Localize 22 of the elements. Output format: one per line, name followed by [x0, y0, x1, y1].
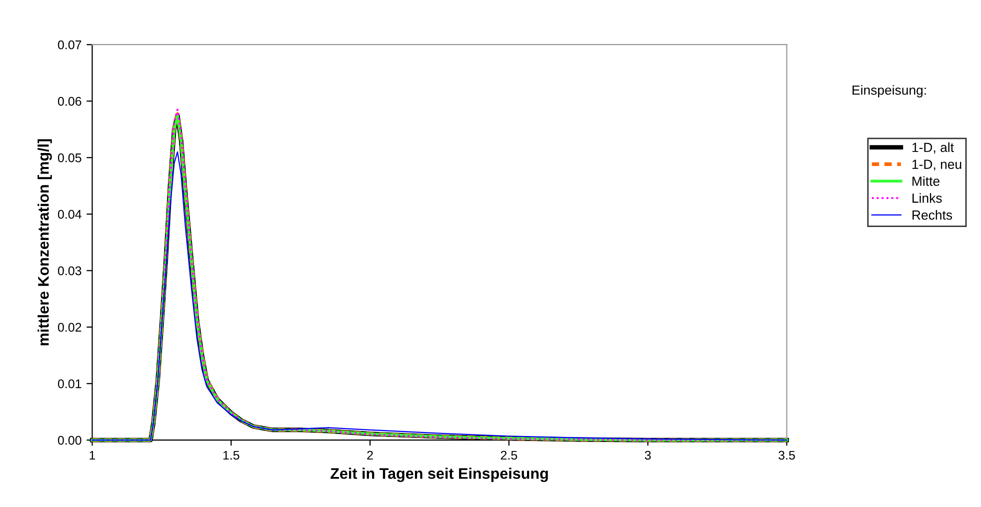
y-tick-label: 0.07 — [58, 40, 82, 50]
legend-label: Links — [912, 193, 942, 203]
y-tick-label: 0.06 — [58, 96, 82, 106]
legend-label: Rechts — [912, 210, 952, 220]
legend-label: 1-D, alt — [912, 142, 954, 154]
legend-label: 1-D, neu — [912, 160, 962, 171]
y-tick-label: 0.00 — [58, 436, 82, 445]
x-tick-label: 3.5 — [778, 450, 795, 460]
x-axis-title: Zeit in Tagen seit Einspeisung — [330, 468, 548, 482]
y-axis-title: mittlere Konzentration [mg/l] — [38, 139, 52, 346]
y-tick-label: 0.03 — [58, 266, 82, 276]
y-tick-label: 0.02 — [58, 322, 82, 332]
legend-label: Mitte — [912, 176, 940, 186]
x-tick-label: 3 — [644, 450, 651, 460]
x-tick-label: 2.5 — [500, 450, 518, 460]
y-tick-label: 0.04 — [58, 210, 82, 219]
y-tick-label: 0.01 — [58, 379, 82, 388]
x-tick-label: 1 — [90, 450, 96, 460]
y-tick-label: 0.05 — [58, 153, 82, 162]
x-tick-label: 2 — [367, 450, 373, 460]
legend-title: Einspeisung: — [852, 85, 926, 98]
x-tick-label: 1.5 — [223, 450, 240, 460]
